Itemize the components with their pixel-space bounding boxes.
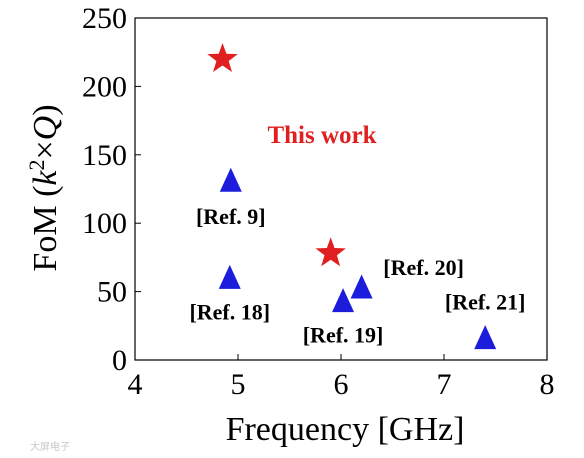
x-tick-label: 8	[540, 368, 555, 401]
x-axis-title: Frequency [GHz]	[226, 411, 465, 448]
data-labels: [Ref. 9] [Ref. 18] [Ref. 19] [Ref. 20] [Ref.…	[189, 204, 525, 347]
y-ticks: 0 50 100 150 200 250	[82, 2, 141, 377]
ref-triangle-marker	[218, 264, 241, 289]
ref-label: [Ref. 9]	[196, 204, 266, 229]
y-axis-title-times: ×	[27, 140, 64, 159]
y-axis-title-q: Q	[27, 116, 64, 141]
this-work-legend-label: This work	[267, 122, 376, 149]
ref-triangle-marker	[332, 288, 355, 313]
y-tick-label: 200	[82, 70, 127, 103]
x-tick-label: 7	[437, 368, 452, 401]
y-tick-label: 50	[97, 276, 127, 309]
y-axis-title-k: k	[27, 170, 64, 186]
x-tick-label: 4	[128, 368, 143, 401]
y-axis-title-suffix: )	[27, 104, 64, 115]
x-tick-label: 6	[334, 368, 349, 401]
ref-label: [Ref. 21]	[445, 289, 526, 314]
ref-label: [Ref. 19]	[303, 323, 384, 348]
x-tick-label: 5	[231, 368, 246, 401]
y-tick-label: 0	[112, 344, 127, 377]
y-tick-label: 150	[82, 139, 127, 172]
ref-label: [Ref. 18]	[189, 299, 270, 324]
ref-triangle-marker	[219, 167, 242, 192]
y-axis-title: FoM (k2×Q)	[24, 104, 64, 271]
y-tick-label: 100	[82, 207, 127, 240]
ref-triangle-marker	[474, 325, 497, 350]
y-tick-label: 250	[82, 2, 127, 35]
ref-label: [Ref. 20]	[383, 255, 464, 280]
this-work-star-marker	[315, 237, 346, 267]
this-work-star-marker	[207, 43, 238, 72]
ref-triangle-marker	[350, 274, 373, 299]
y-axis-title-prefix: FoM (	[27, 186, 64, 272]
data-marks	[207, 43, 497, 350]
x-ticks: 4 5 6 7 8	[128, 354, 555, 401]
watermark: 大屏电子	[30, 440, 70, 453]
y-axis-title-sup: 2	[24, 160, 49, 171]
